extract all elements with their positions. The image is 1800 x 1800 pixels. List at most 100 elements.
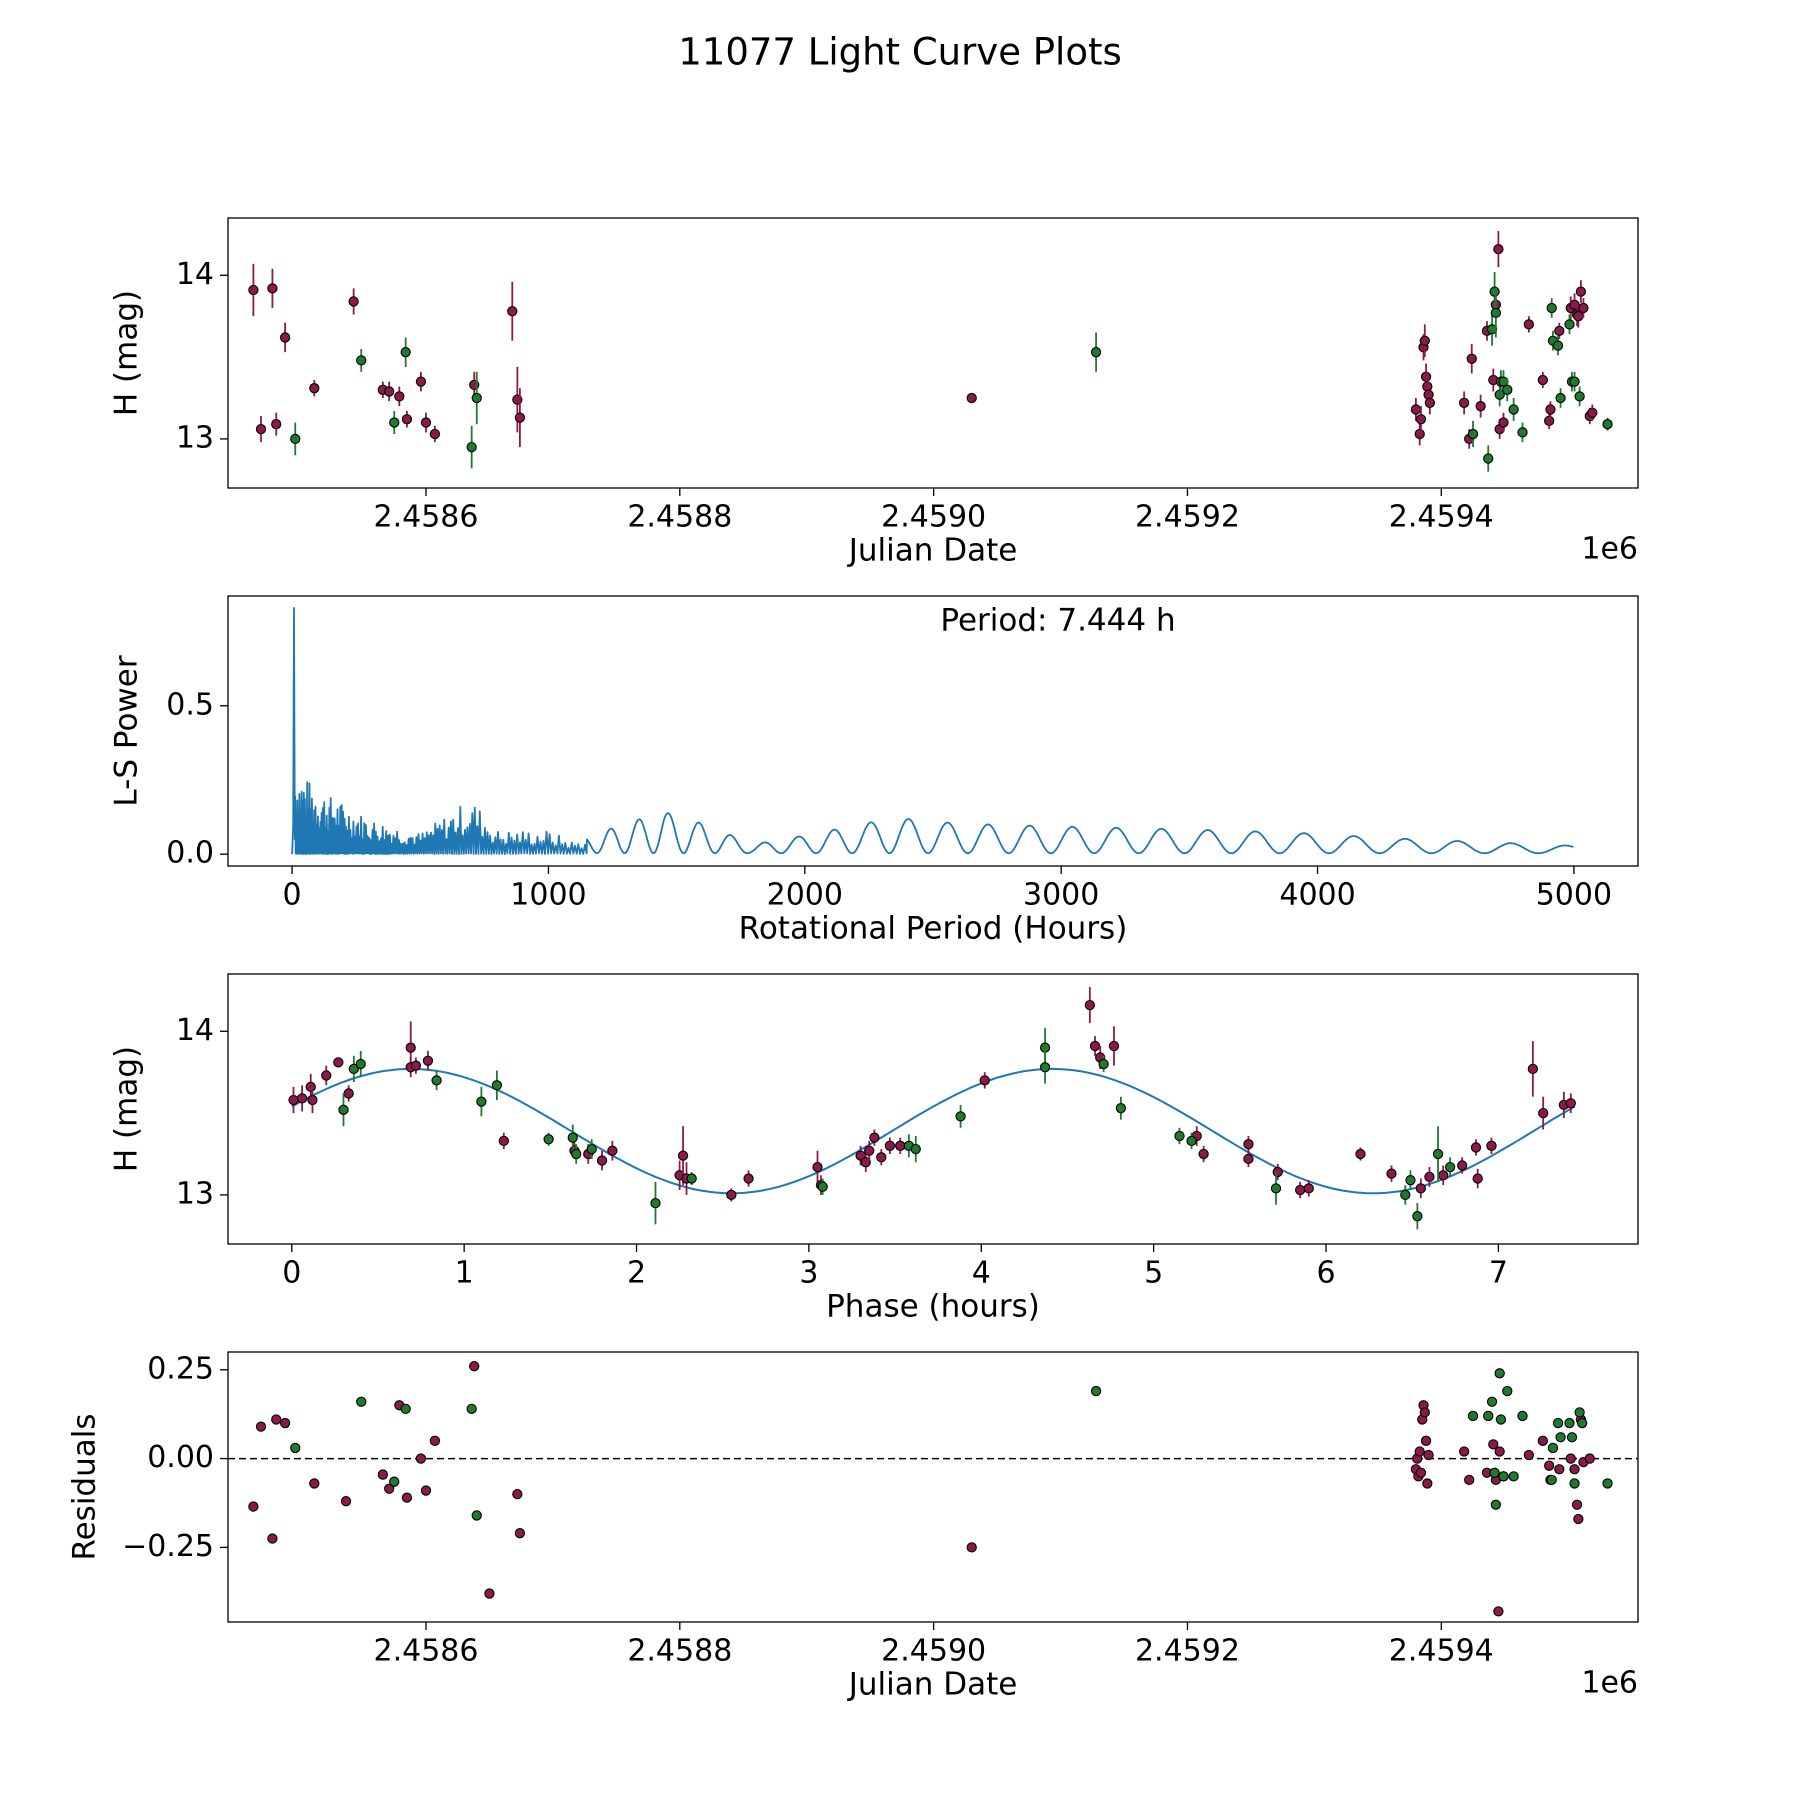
y-tick-label: 0.5 bbox=[166, 687, 214, 722]
x-tick-label: 6 bbox=[1316, 1256, 1335, 1291]
y-tick-label: −0.25 bbox=[122, 1529, 214, 1564]
band1-point bbox=[1538, 1107, 1549, 1119]
band1-point bbox=[415, 376, 427, 387]
band1-point bbox=[1243, 1153, 1254, 1165]
band1-point bbox=[394, 391, 405, 402]
band1-point bbox=[512, 1488, 523, 1500]
lightcurve-panel: 2.4586 2.4588 2.4590 2.4592 2.4594 13 14 Julian… bbox=[109, 217, 1639, 569]
band2-point bbox=[1555, 392, 1566, 404]
band1-point bbox=[607, 1145, 618, 1156]
band1-point bbox=[1108, 1040, 1120, 1052]
band1-point bbox=[1554, 325, 1565, 337]
band2-point bbox=[1483, 453, 1494, 464]
band1-point bbox=[1438, 1170, 1449, 1181]
band1-point bbox=[514, 1528, 526, 1539]
band1-point bbox=[1470, 1142, 1482, 1153]
band1-point bbox=[1466, 353, 1477, 364]
band1-point bbox=[420, 1485, 432, 1496]
band1-point bbox=[966, 1542, 977, 1553]
band1-point bbox=[1527, 1063, 1539, 1075]
x-tick-label: 2.4586 bbox=[373, 1634, 478, 1669]
band2-point bbox=[1495, 1414, 1507, 1425]
band1-point bbox=[271, 419, 282, 430]
band1-point bbox=[1575, 286, 1587, 297]
band2-point bbox=[543, 1134, 554, 1145]
band2-point bbox=[1564, 1417, 1575, 1429]
band1-point bbox=[1475, 401, 1486, 412]
band1-point bbox=[979, 1075, 990, 1086]
band2-point bbox=[910, 1143, 921, 1155]
band2-point bbox=[1574, 1407, 1585, 1418]
y-tick-label: 0.00 bbox=[147, 1440, 214, 1475]
band1-point bbox=[1493, 1606, 1504, 1617]
x-tick-label: 2.4594 bbox=[1389, 500, 1494, 535]
band1-point bbox=[507, 306, 518, 317]
band1-point bbox=[1084, 999, 1096, 1011]
band1-point bbox=[1584, 1453, 1595, 1464]
band2-point bbox=[1566, 1432, 1578, 1443]
band1-point bbox=[469, 1361, 480, 1372]
x-tick-label: 3 bbox=[799, 1256, 818, 1291]
phased-curve-panel: 0 1 2 3 4 5 6 7 13 14 Phase (hours) H (mag) bbox=[109, 973, 1639, 1325]
band2-point bbox=[1432, 1148, 1444, 1160]
x-tick-label: 2.4588 bbox=[627, 1634, 732, 1669]
band1-point bbox=[1569, 1464, 1580, 1475]
band1-point bbox=[1243, 1139, 1254, 1150]
band2-point bbox=[431, 1075, 442, 1086]
periodogram-panel: 0 1000 2000 3000 4000 5000 0.0 0.5 Rotational Pe… bbox=[109, 595, 1639, 947]
band1-point bbox=[1472, 1173, 1483, 1184]
band1-point bbox=[1537, 1435, 1548, 1446]
band1-point bbox=[377, 1469, 388, 1480]
band1-point bbox=[1414, 1446, 1425, 1457]
band1-point bbox=[309, 383, 320, 394]
band2-point bbox=[1490, 307, 1502, 319]
band2-point bbox=[348, 1063, 359, 1075]
band1-point bbox=[677, 1150, 689, 1161]
band1-point bbox=[1544, 1460, 1555, 1471]
model-fit-curve bbox=[291, 1067, 1576, 1195]
band2-point bbox=[338, 1104, 349, 1115]
y-axis-label: L-S Power bbox=[109, 655, 145, 806]
band1-point bbox=[1303, 1183, 1314, 1194]
x-tick-label: 2000 bbox=[767, 878, 843, 913]
band1-point bbox=[429, 428, 441, 440]
x-tick-label: 1000 bbox=[510, 878, 586, 913]
x-tick-label: 1 bbox=[455, 1256, 474, 1291]
band1-point bbox=[401, 414, 413, 425]
band1-point bbox=[305, 1081, 316, 1093]
axes-frame bbox=[227, 595, 1639, 867]
band2-point bbox=[1405, 1175, 1416, 1186]
y-tick-label: 0.0 bbox=[166, 836, 214, 871]
band1-point bbox=[422, 1055, 434, 1066]
band1-point bbox=[279, 1417, 291, 1429]
y-tick-label: 0.25 bbox=[147, 1351, 214, 1386]
band1-point bbox=[1573, 1513, 1584, 1525]
band2-point bbox=[356, 1396, 367, 1407]
x-axis-label: Rotational Period (Hours) bbox=[739, 911, 1128, 947]
x-tick-label: 7 bbox=[1489, 1256, 1508, 1291]
band1-point bbox=[1458, 1446, 1470, 1457]
band2-point bbox=[1098, 1058, 1109, 1070]
band1-point bbox=[1272, 1166, 1283, 1178]
x-tick-label: 4 bbox=[972, 1256, 991, 1291]
band2-point bbox=[955, 1111, 966, 1122]
band2-point bbox=[1090, 347, 1102, 358]
band2-point bbox=[1115, 1103, 1127, 1114]
band2-point bbox=[1552, 340, 1564, 351]
x-axis-label: Phase (hours) bbox=[826, 1289, 1040, 1325]
band1-point bbox=[1545, 404, 1556, 415]
periodogram-line bbox=[291, 607, 1574, 855]
band1-point bbox=[1386, 1168, 1397, 1179]
band2-point bbox=[400, 1403, 411, 1414]
band1-point bbox=[864, 1145, 875, 1156]
band2-point bbox=[1602, 419, 1613, 430]
band1-point bbox=[484, 1588, 495, 1599]
x-tick-label: 5 bbox=[1144, 1256, 1163, 1291]
band1-point bbox=[307, 1094, 318, 1106]
band2-point bbox=[817, 1181, 828, 1192]
band2-point bbox=[1494, 389, 1505, 400]
x-tick-label: 2.4590 bbox=[881, 1634, 986, 1669]
band1-point bbox=[1457, 1160, 1468, 1171]
x-tick-label: 2.4590 bbox=[881, 500, 986, 535]
x-tick-label: 4000 bbox=[1279, 878, 1355, 913]
